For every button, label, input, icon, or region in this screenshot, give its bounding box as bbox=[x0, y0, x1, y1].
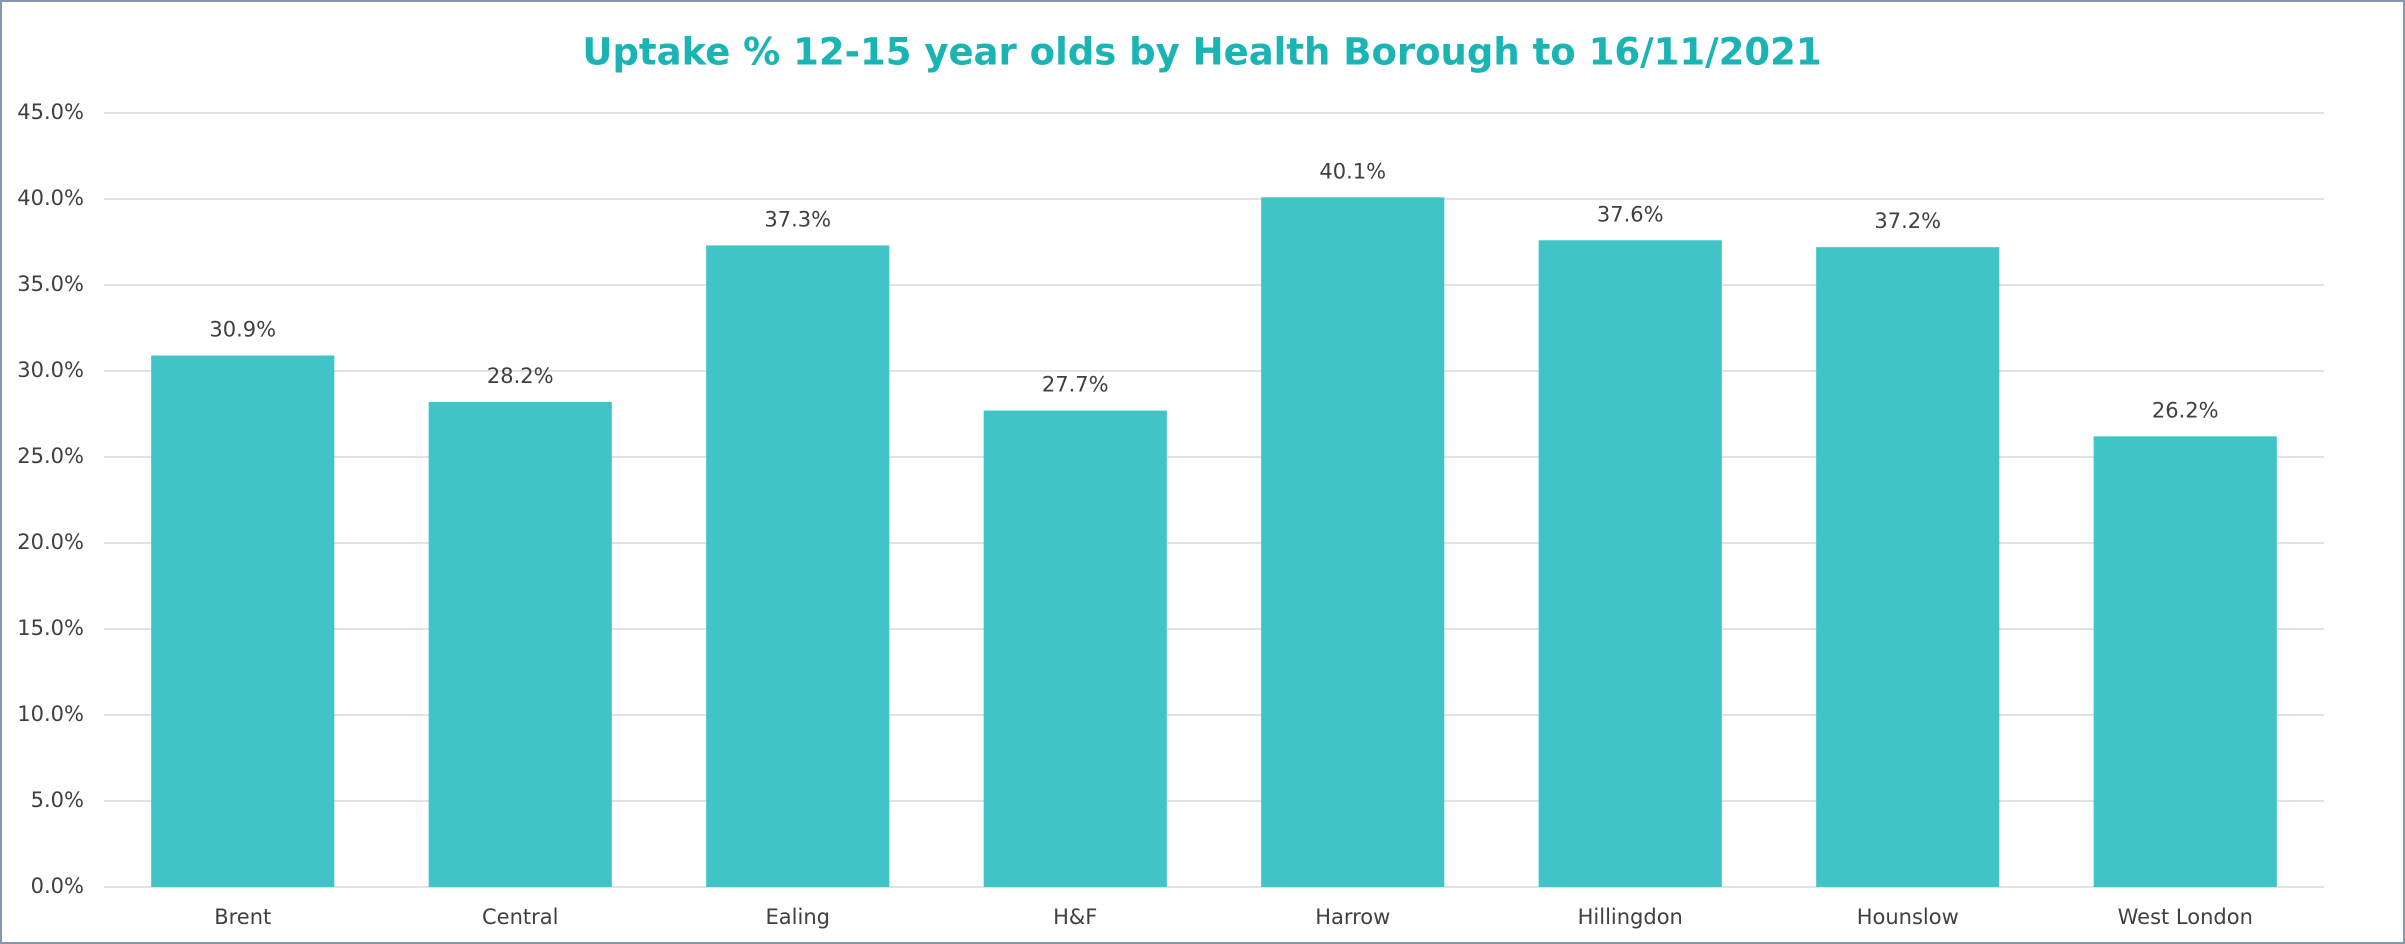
y-tick-label: 15.0% bbox=[17, 616, 84, 640]
data-label: 37.3% bbox=[764, 207, 831, 231]
y-tick-label: 20.0% bbox=[17, 530, 84, 554]
bar bbox=[2093, 436, 2277, 887]
data-label: 27.7% bbox=[1042, 373, 1109, 397]
bar bbox=[983, 410, 1167, 887]
x-tick-label: West London bbox=[2118, 905, 2253, 929]
y-tick-label: 0.0% bbox=[31, 874, 84, 898]
x-tick-label: Ealing bbox=[766, 905, 830, 929]
data-label: 30.9% bbox=[209, 318, 276, 342]
bar bbox=[1538, 240, 1722, 887]
y-tick-label: 5.0% bbox=[31, 788, 84, 812]
data-label: 37.6% bbox=[1597, 202, 1664, 226]
data-label: 26.2% bbox=[2152, 398, 2219, 422]
x-tick-label: Harrow bbox=[1315, 905, 1390, 929]
x-tick-label: Hounslow bbox=[1857, 905, 1959, 929]
bar bbox=[706, 245, 890, 887]
data-label: 40.1% bbox=[1319, 159, 1386, 183]
x-tick-label: Hillingdon bbox=[1578, 905, 1683, 929]
y-tick-label: 40.0% bbox=[17, 186, 84, 210]
y-tick-label: 10.0% bbox=[17, 702, 84, 726]
data-label: 37.2% bbox=[1874, 209, 1941, 233]
x-tick-label: Brent bbox=[214, 905, 271, 929]
x-tick-label: H&F bbox=[1053, 905, 1097, 929]
bar bbox=[151, 355, 335, 887]
chart-title: Uptake % 12-15 year olds by Health Borou… bbox=[582, 31, 1821, 74]
y-tick-label: 45.0% bbox=[17, 100, 84, 124]
bar bbox=[1816, 247, 2000, 887]
bar bbox=[428, 401, 612, 887]
y-tick-label: 25.0% bbox=[17, 444, 84, 468]
y-tick-label: 30.0% bbox=[17, 358, 84, 382]
data-label: 28.2% bbox=[487, 364, 554, 388]
y-tick-label: 35.0% bbox=[17, 272, 84, 296]
bar bbox=[1261, 197, 1445, 887]
x-tick-label: Central bbox=[482, 905, 558, 929]
